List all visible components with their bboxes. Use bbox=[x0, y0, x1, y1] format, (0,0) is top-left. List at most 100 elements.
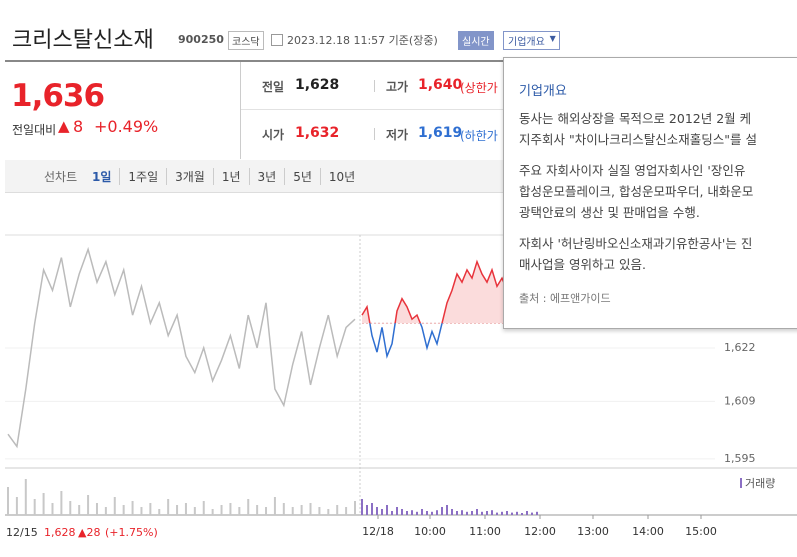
volume-bar bbox=[506, 511, 508, 515]
tab[interactable]: 1주일 bbox=[119, 168, 166, 185]
volume-bar bbox=[87, 495, 90, 515]
volume-bar bbox=[376, 507, 378, 515]
stock-name: 크리스탈신소재 bbox=[12, 28, 154, 53]
paragraph: 동사는 해외상장을 목적으로 2012년 2월 케 지주회사 "차이나크리스탈신소… bbox=[519, 108, 757, 150]
tab[interactable]: 1년 bbox=[212, 168, 249, 185]
volume-bar bbox=[411, 510, 413, 515]
volume-bar bbox=[15, 497, 18, 515]
label: 고가 bbox=[386, 80, 409, 94]
volume-bar bbox=[516, 511, 518, 515]
x-tick-label: 11:00 bbox=[469, 525, 501, 538]
x-tick-label: 12:00 bbox=[524, 525, 556, 538]
price-area bbox=[362, 261, 537, 324]
timestamp: 2023.12.18 11:57 기준(장중) bbox=[287, 34, 438, 47]
volume-bar bbox=[318, 507, 321, 515]
volume-bar bbox=[273, 497, 276, 515]
volume-bar bbox=[122, 505, 125, 515]
volume-bar bbox=[336, 505, 339, 515]
volume-bar bbox=[476, 509, 478, 515]
divider bbox=[374, 128, 375, 140]
tab[interactable]: 1일 bbox=[92, 170, 112, 184]
change-rate: +0.49% bbox=[94, 117, 159, 136]
popup-body: 동사는 해외상장을 목적으로 2012년 2월 케 지주회사 "차이나크리스탈신소… bbox=[519, 108, 757, 285]
volume-legend: 거래량 bbox=[745, 477, 775, 490]
value: 1,632 bbox=[295, 125, 340, 141]
volume-bar bbox=[486, 511, 488, 515]
x-tick-label: 14:00 bbox=[632, 525, 664, 538]
volume-bar bbox=[131, 501, 134, 515]
volume-bar bbox=[466, 511, 468, 515]
volume-bar bbox=[441, 507, 443, 515]
tab[interactable]: 3년 bbox=[248, 168, 285, 185]
divider bbox=[374, 80, 375, 92]
popup-source: 출처 : 에프앤가이드 bbox=[519, 292, 611, 305]
tab[interactable]: 10년 bbox=[319, 168, 363, 185]
dropdown-arrow: ▼ bbox=[549, 34, 556, 43]
volume-bar bbox=[211, 509, 214, 515]
label: 전일 bbox=[262, 80, 285, 94]
volume-bar bbox=[386, 505, 388, 515]
realtime-button[interactable]: 실시간 bbox=[458, 31, 494, 50]
paragraph-line: 동사는 해외상장을 목적으로 2012년 2월 케 bbox=[519, 111, 752, 126]
volume-bar bbox=[265, 507, 268, 515]
volume-bar bbox=[300, 505, 303, 515]
tab-label: 선차트 bbox=[44, 170, 78, 184]
overview-button[interactable]: 기업개요 ▼ bbox=[503, 31, 560, 50]
volume-bar bbox=[256, 505, 259, 515]
price-line bbox=[7, 246, 356, 449]
market-badge: 코스닥 bbox=[228, 31, 264, 50]
y-tick-label: 1,595 bbox=[724, 452, 756, 465]
change-arrow: ▲ bbox=[58, 117, 70, 135]
y-tick-label: 1,622 bbox=[724, 341, 756, 354]
volume-bar bbox=[431, 511, 433, 515]
volume-bar bbox=[396, 507, 398, 515]
tab[interactable]: 3개월 bbox=[166, 168, 213, 185]
paragraph-line: 자회사 '허난링바오신소재과기유한공사'는 진 bbox=[519, 236, 753, 251]
value: 1,640 bbox=[418, 77, 463, 93]
volume-bar bbox=[69, 501, 72, 515]
volume-bar bbox=[220, 505, 223, 515]
x-tick-label: 13:00 bbox=[577, 525, 609, 538]
volume-bar bbox=[471, 511, 473, 515]
change-label: 전일대비 bbox=[12, 123, 57, 137]
overview-popup: 기업개요 동사는 해외상장을 목적으로 2012년 2월 케 지주회사 "차이나크… bbox=[503, 57, 797, 329]
value: 1,619 bbox=[418, 125, 463, 141]
volume-bar bbox=[461, 510, 463, 515]
prev-rate: (+1.75%) bbox=[105, 526, 158, 539]
x-tick-label: 15:00 bbox=[685, 525, 717, 538]
volume-bar bbox=[511, 512, 513, 515]
volume-bar bbox=[202, 501, 205, 515]
volume-bar bbox=[521, 513, 523, 515]
volume-bar bbox=[327, 509, 330, 515]
volume-bar bbox=[33, 499, 36, 515]
volume-bar bbox=[481, 511, 483, 515]
paragraph-line: 광택안료의 생산 및 판매업을 수행. bbox=[519, 205, 700, 220]
volume-bar bbox=[354, 501, 356, 515]
volume-bar bbox=[42, 493, 45, 515]
volume-bar bbox=[282, 503, 285, 515]
paragraph-line: 주요 자회사이자 실질 영업자회사인 '장인유 bbox=[519, 163, 746, 178]
volume-bar bbox=[309, 503, 312, 515]
prev-close: 1,628 bbox=[44, 526, 76, 539]
volume-bar bbox=[451, 509, 453, 515]
limit: (하한가 bbox=[460, 129, 498, 143]
volume-bar bbox=[104, 507, 107, 515]
volume-bar bbox=[381, 509, 383, 515]
prev-change: ▲28 bbox=[78, 526, 100, 539]
volume-bar bbox=[361, 499, 363, 515]
volume-bar bbox=[113, 497, 116, 515]
prev-date: 12/15 bbox=[6, 526, 38, 539]
paragraph-line: 매사업을 영위하고 있음. bbox=[519, 257, 646, 272]
volume-bar bbox=[149, 503, 152, 515]
volume-bar bbox=[391, 511, 393, 515]
volume-bar bbox=[446, 505, 448, 515]
tab[interactable]: 5년 bbox=[284, 168, 320, 185]
volume-bar bbox=[406, 511, 408, 515]
volume-bar bbox=[78, 505, 81, 515]
volume-bar bbox=[496, 512, 498, 515]
volume-bar bbox=[140, 507, 143, 515]
tabs: 1일 1주일 3개월 1년 3년 5년 10년 bbox=[84, 168, 363, 185]
